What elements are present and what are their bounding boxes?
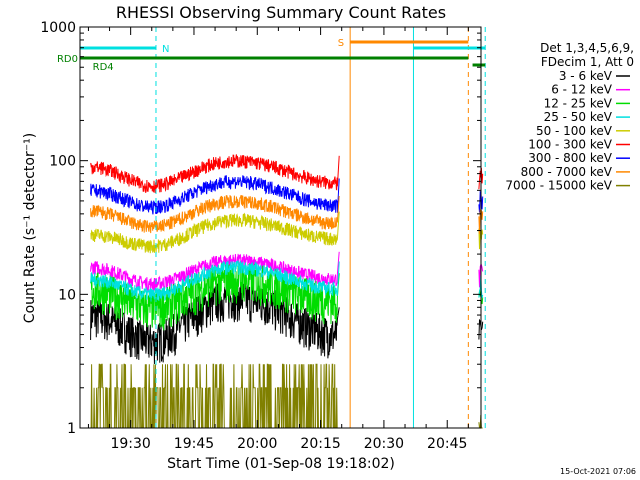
- legend-entry-label: 7000 - 15000 keV: [505, 179, 612, 193]
- x-tick-label: 20:45: [427, 436, 467, 452]
- x-tick-label: 20:00: [237, 436, 277, 452]
- axes: 1 10 100 1000 19:30 19:45 20:00 20:15 20:30 20:45: [40, 20, 481, 452]
- legend-entry-label: 12 - 25 keV: [544, 96, 613, 110]
- legend-entry-label: 800 - 7000 keV: [521, 165, 613, 179]
- series-line: [90, 195, 340, 234]
- x-tick-label: 19:30: [110, 436, 150, 452]
- legend-header: Det 1,3,4,5,6,9,: [540, 41, 634, 55]
- y-tick-label: 100: [49, 154, 76, 170]
- chart-title: RHESSI Observing Summary Count Rates: [116, 3, 446, 22]
- x-tick-label: 20:30: [364, 436, 404, 452]
- legend-entry-label: 25 - 50 keV: [544, 110, 613, 124]
- series-line: [90, 363, 338, 429]
- series-line: [90, 260, 340, 302]
- series-line: [90, 280, 340, 365]
- legend: Det 1,3,4,5,6,9,FDecim 1, Att 03 - 6 keV…: [505, 41, 634, 193]
- y-axis-label: Count Rate (s⁻¹ detector⁻¹): [22, 133, 38, 323]
- y-tick-label: 10: [58, 287, 76, 303]
- series-line: [90, 175, 340, 215]
- flag-label: S: [338, 38, 344, 49]
- generation-timestamp: 15-Oct-2021 07:06: [560, 467, 636, 476]
- flag-label: N: [162, 44, 169, 55]
- x-tick-label: 19:45: [174, 436, 214, 452]
- y-tick-label: 1000: [40, 20, 76, 36]
- series-line: [90, 211, 340, 254]
- legend-header: FDecim 1, Att 0: [541, 55, 634, 69]
- legend-entry-label: 100 - 300 keV: [528, 138, 612, 152]
- series-line: [90, 154, 340, 193]
- plot-frame: [79, 26, 482, 429]
- flag-label: RD0: [57, 54, 78, 65]
- x-tick-label: 20:15: [300, 436, 340, 452]
- legend-entry-label: 50 - 100 keV: [536, 124, 613, 138]
- legend-entry-label: 6 - 12 keV: [551, 83, 613, 97]
- legend-entry-label: 3 - 6 keV: [559, 69, 613, 83]
- y-tick-label: 1: [67, 421, 76, 437]
- flag-label: RD4: [93, 62, 114, 73]
- x-axis-label: Start Time (01-Sep-08 19:18:02): [167, 456, 395, 472]
- legend-entry-label: 300 - 800 keV: [528, 151, 612, 165]
